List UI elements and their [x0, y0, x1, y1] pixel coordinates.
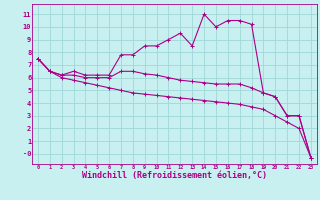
- X-axis label: Windchill (Refroidissement éolien,°C): Windchill (Refroidissement éolien,°C): [82, 171, 267, 180]
